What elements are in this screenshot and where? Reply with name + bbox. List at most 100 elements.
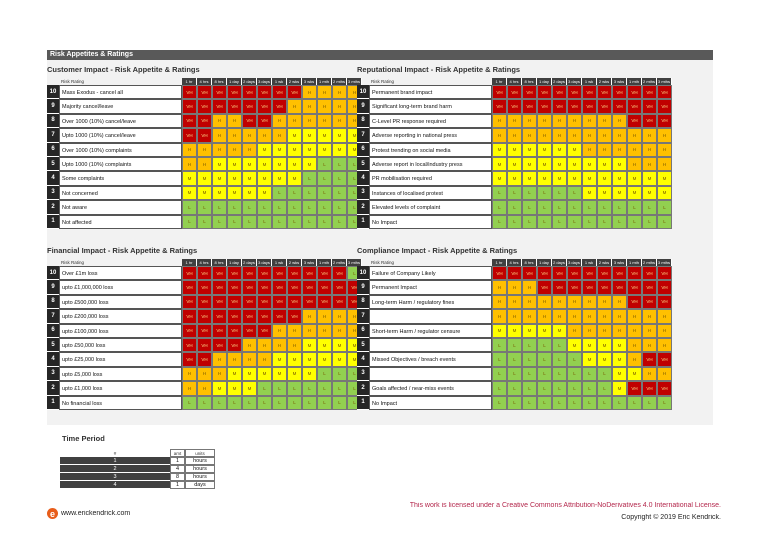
rating: 8 — [47, 294, 59, 310]
risk-cell: L — [567, 381, 582, 396]
risk-cell: L — [287, 395, 302, 410]
risk-cell: M — [582, 171, 597, 186]
column-header: 2 wks — [287, 259, 302, 266]
column-header: 1 hr — [492, 259, 507, 266]
risk-cell: H — [507, 128, 522, 143]
risk-label: Not concerned — [59, 185, 182, 201]
column-header: 3 mths — [657, 259, 672, 266]
risk-cell: VH — [642, 280, 657, 295]
risk-cell: L — [242, 200, 257, 215]
risk-cell: M — [552, 323, 567, 338]
column-header: 1 day — [537, 78, 552, 85]
risk-cell: M — [302, 142, 317, 157]
risk-cell: H — [597, 294, 612, 310]
risk-cell: L — [272, 381, 287, 396]
risk-cell: VH — [182, 128, 197, 143]
risk-cell: L — [537, 185, 552, 201]
risk-cell: H — [642, 366, 657, 382]
risk-cell: L — [302, 200, 317, 215]
risk-cell: H — [612, 142, 627, 157]
risk-cell: L — [642, 395, 657, 410]
risk-cell: L — [257, 381, 272, 396]
risk-cell: VH — [317, 294, 332, 310]
risk-cell: M — [227, 171, 242, 186]
risk-cell: H — [507, 280, 522, 295]
risk-cell: H — [642, 157, 657, 172]
risk-cell: M — [287, 171, 302, 186]
risk-cell: H — [287, 113, 302, 129]
risk-cell: H — [597, 323, 612, 338]
time-cell: 1 — [170, 457, 185, 465]
risk-cell: H — [227, 128, 242, 143]
risk-cell: L — [567, 395, 582, 410]
risk-label: Permanent brand impact — [369, 85, 492, 100]
risk-label: upto £1,000 loss — [59, 381, 182, 396]
risk-cell: M — [582, 185, 597, 201]
risk-cell: H — [507, 309, 522, 324]
risk-cell: VH — [227, 309, 242, 324]
column-header: 3 wks — [612, 78, 627, 85]
risk-cell: L — [287, 200, 302, 215]
column-header: 3 days — [257, 259, 272, 266]
risk-cell: M — [612, 338, 627, 353]
risk-cell: L — [332, 200, 347, 215]
column-header: 2 days — [552, 259, 567, 266]
column-header: 2 wks — [287, 78, 302, 85]
risk-cell: H — [182, 142, 197, 157]
column-header: 2 mths — [332, 259, 347, 266]
risk-cell: VH — [227, 294, 242, 310]
risk-label: Upto 1000 (10%) cancel/leave — [59, 128, 182, 143]
risk-cell: L — [287, 185, 302, 201]
rating: 1 — [47, 214, 59, 229]
risk-cell: H — [657, 309, 672, 324]
column-header: 2 wks — [597, 78, 612, 85]
risk-cell: L — [507, 338, 522, 353]
time-cell: 4 — [60, 481, 170, 489]
risk-cell: L — [627, 395, 642, 410]
risk-label: Short-term Harm / regulator censure — [369, 323, 492, 338]
risk-label: upto £100,000 loss — [59, 323, 182, 338]
risk-cell: H — [642, 142, 657, 157]
rating: 7 — [357, 128, 369, 143]
risk-cell: H — [612, 128, 627, 143]
risk-cell: H — [582, 142, 597, 157]
risk-cell: H — [302, 323, 317, 338]
risk-cell: H — [272, 128, 287, 143]
rating: 4 — [357, 352, 369, 367]
risk-cell: M — [537, 142, 552, 157]
column-header: 1 mth — [627, 259, 642, 266]
risk-cell: H — [332, 113, 347, 129]
risk-label: upto £1,000,000 loss — [59, 280, 182, 295]
risk-cell: H — [227, 142, 242, 157]
risk-cell: M — [197, 185, 212, 201]
risk-cell: VH — [182, 323, 197, 338]
risk-cell: H — [537, 113, 552, 129]
risk-cell: VH — [197, 352, 212, 367]
risk-cell: H — [627, 309, 642, 324]
risk-cell: H — [642, 338, 657, 353]
risk-cell: L — [537, 366, 552, 382]
risk-cell: VH — [197, 113, 212, 129]
risk-cell: H — [537, 309, 552, 324]
risk-cell: M — [242, 171, 257, 186]
risk-cell: VH — [227, 323, 242, 338]
column-header: 2 wks — [597, 259, 612, 266]
risk-cell: M — [567, 338, 582, 353]
risk-cell: L — [567, 200, 582, 215]
risk-cell: H — [227, 113, 242, 129]
risk-cell: VH — [627, 381, 642, 396]
license: This work is licensed under a Creative C… — [409, 502, 721, 509]
risk-cell: M — [302, 128, 317, 143]
risk-cell: VH — [212, 338, 227, 353]
risk-cell: VH — [522, 85, 537, 100]
risk-cell: M — [612, 157, 627, 172]
copyright: Copyright © 2019 Eric Kendrick. — [621, 514, 721, 521]
time-header: amt — [170, 449, 185, 457]
risk-cell: L — [302, 214, 317, 229]
risk-cell: VH — [642, 381, 657, 396]
risk-cell: VH — [552, 85, 567, 100]
risk-cell: VH — [197, 99, 212, 114]
risk-cell: VH — [552, 266, 567, 281]
column-header: 3 wks — [302, 78, 317, 85]
